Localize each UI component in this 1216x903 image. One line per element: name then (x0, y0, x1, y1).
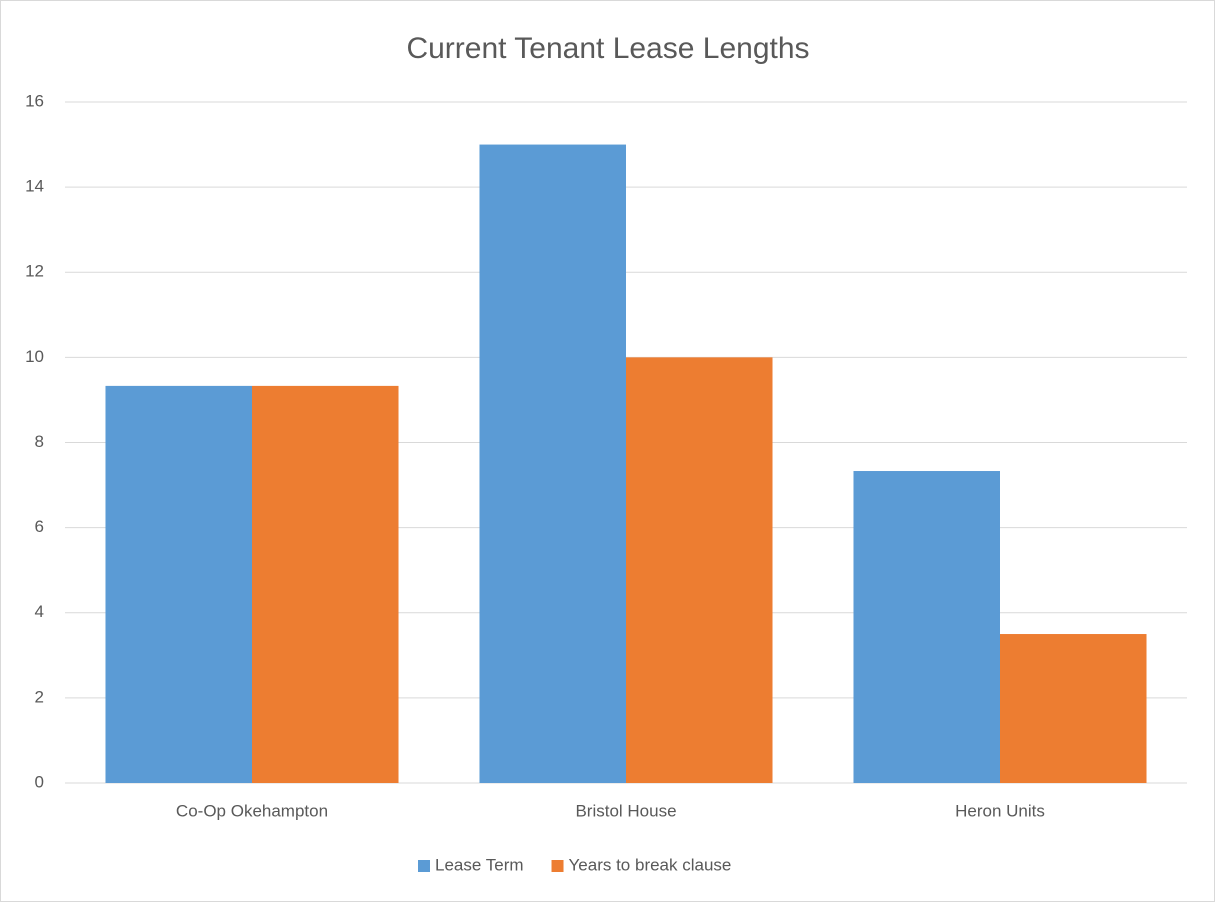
bar (105, 385, 252, 783)
x-tick-label: Heron Units (955, 801, 1045, 820)
legend-swatch (551, 860, 564, 872)
bar (252, 385, 399, 783)
bar (626, 357, 773, 783)
y-tick-label: 16 (25, 91, 44, 110)
bar (479, 144, 626, 783)
y-tick-label: 6 (35, 517, 44, 536)
y-tick-label: 8 (35, 432, 44, 451)
x-tick-label: Bristol House (575, 801, 676, 820)
x-tick-label: Co-Op Okehampton (176, 801, 328, 820)
legend-swatch (418, 860, 430, 872)
chart-title: Current Tenant Lease Lengths (406, 32, 809, 65)
y-tick-label: 0 (35, 772, 44, 791)
bar (1000, 634, 1147, 783)
legend-label: Lease Term (435, 855, 524, 874)
y-tick-label: 10 (25, 347, 44, 366)
y-tick-label: 2 (35, 687, 44, 706)
y-tick-label: 14 (25, 177, 44, 196)
y-tick-label: 12 (25, 262, 44, 281)
bar (853, 471, 1000, 783)
legend-label: Years to break clause (569, 855, 732, 874)
y-tick-label: 4 (35, 602, 44, 621)
